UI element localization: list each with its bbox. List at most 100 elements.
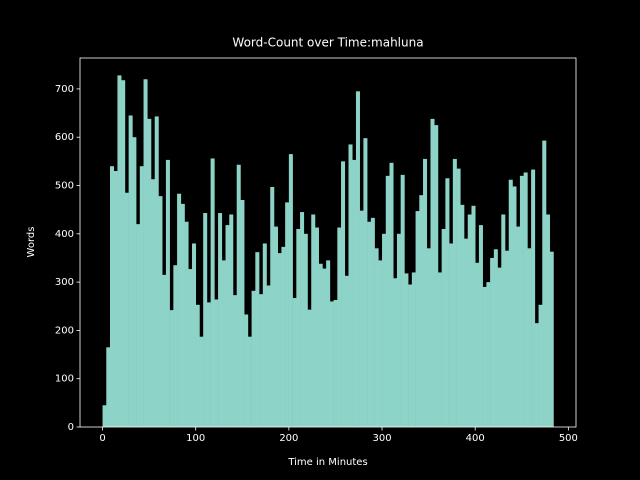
bar [300,212,305,427]
bar [486,282,491,427]
bar [408,284,413,427]
bar [542,140,547,427]
bar [374,248,379,427]
y-axis-label: Words [26,227,37,258]
bar [478,225,483,427]
bar [218,213,223,427]
bar [128,115,133,427]
bar [106,347,111,427]
bar [434,125,439,427]
chart-title: Word-Count over Time:mahluna [232,36,423,50]
bar [329,301,334,427]
bar [281,246,286,427]
bar [456,168,461,428]
bar [136,224,141,427]
bar [464,238,469,427]
bar [203,213,208,427]
bar [404,273,409,427]
bar [441,228,446,427]
x-tick-label: 500 [559,433,578,444]
bar [162,274,167,427]
bar [490,257,495,427]
bar [430,118,435,427]
bar [426,248,431,427]
x-tick-label: 200 [279,433,298,444]
x-axis-label: Time in Minutes [287,457,367,468]
bar [423,158,428,427]
bar [169,310,174,427]
bar [471,205,476,427]
bar [419,195,424,427]
bar [165,159,170,428]
y-tick-label: 700 [55,84,74,95]
bar [415,211,420,427]
bar [262,243,267,427]
bar [396,233,401,427]
bar [154,116,159,427]
bar [493,249,498,427]
bar [158,196,163,427]
bar [527,248,532,427]
bar [177,193,182,427]
bar [124,192,129,427]
y-tick-label: 200 [55,325,74,336]
bar [370,217,375,427]
bar [270,186,275,427]
bar [549,251,554,427]
y-tick-label: 400 [55,229,74,240]
bar [467,214,472,427]
bar [277,253,282,427]
bar [333,299,338,427]
bar [195,304,200,427]
bar [322,268,327,427]
bar [531,169,536,427]
y-tick-label: 500 [55,181,74,192]
bar [449,243,454,427]
bar [326,260,331,427]
bar [199,336,204,427]
bar [288,154,293,427]
bar [452,158,457,427]
bar [173,265,178,427]
bar [400,174,405,427]
bar [296,228,301,427]
bar [460,204,465,427]
bar [232,295,238,427]
bar [378,260,383,427]
bar [240,199,245,427]
bar [355,91,360,427]
bar [523,172,528,427]
bar [352,159,357,428]
bar [516,226,521,427]
bar [229,214,234,427]
bar [273,226,278,427]
y-tick-label: 600 [55,132,74,143]
bar [117,75,122,427]
bar [437,272,442,427]
bar [303,233,308,427]
bar [393,278,398,427]
bar [266,285,271,427]
axes-frame [79,57,577,428]
bar [382,233,387,427]
bar [534,323,539,427]
bar [210,158,215,427]
bar [184,221,189,427]
bar [132,137,137,428]
bar [337,227,342,427]
bar [247,336,252,427]
bar [307,309,312,427]
bar [147,118,152,427]
bar [221,260,226,427]
bar [512,186,517,427]
bar [411,272,416,427]
x-tick-label: 300 [372,433,391,444]
bar [501,214,506,427]
bar [445,178,450,427]
bar [341,161,346,427]
bar [255,252,260,427]
bar [363,138,368,427]
bar [475,262,480,427]
bar [121,80,126,427]
bar [150,179,156,427]
